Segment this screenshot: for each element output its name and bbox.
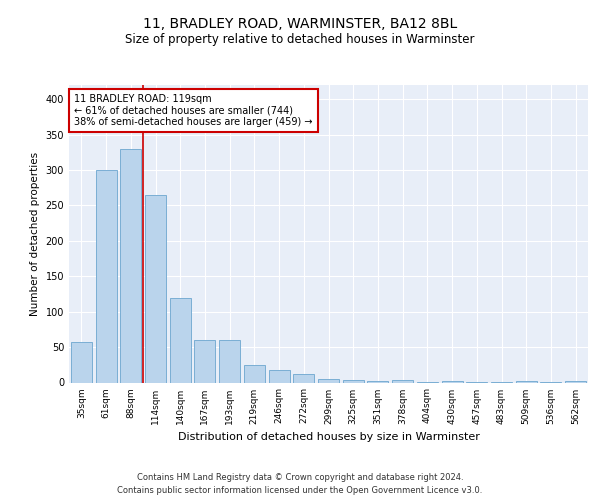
Text: Contains HM Land Registry data © Crown copyright and database right 2024.: Contains HM Land Registry data © Crown c… xyxy=(137,472,463,482)
Bar xyxy=(194,340,215,382)
Bar xyxy=(120,149,141,382)
Bar xyxy=(442,381,463,382)
Bar xyxy=(244,365,265,382)
Bar xyxy=(269,370,290,382)
Bar xyxy=(293,374,314,382)
Y-axis label: Number of detached properties: Number of detached properties xyxy=(30,152,40,316)
Text: 11 BRADLEY ROAD: 119sqm
← 61% of detached houses are smaller (744)
38% of semi-d: 11 BRADLEY ROAD: 119sqm ← 61% of detache… xyxy=(74,94,313,127)
Bar xyxy=(145,195,166,382)
Bar xyxy=(516,381,537,382)
Bar xyxy=(343,380,364,382)
Bar xyxy=(367,381,388,382)
Text: Size of property relative to detached houses in Warminster: Size of property relative to detached ho… xyxy=(125,32,475,46)
Bar xyxy=(71,342,92,382)
Bar xyxy=(392,380,413,382)
Bar xyxy=(318,379,339,382)
Bar xyxy=(170,298,191,382)
Text: 11, BRADLEY ROAD, WARMINSTER, BA12 8BL: 11, BRADLEY ROAD, WARMINSTER, BA12 8BL xyxy=(143,18,457,32)
X-axis label: Distribution of detached houses by size in Warminster: Distribution of detached houses by size … xyxy=(178,432,479,442)
Bar xyxy=(95,170,116,382)
Bar xyxy=(219,340,240,382)
Bar xyxy=(565,381,586,382)
Text: Contains public sector information licensed under the Open Government Licence v3: Contains public sector information licen… xyxy=(118,486,482,495)
